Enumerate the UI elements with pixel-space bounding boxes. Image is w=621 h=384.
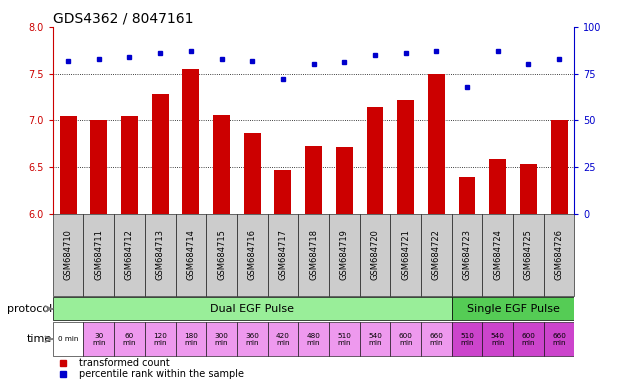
Bar <box>176 323 206 356</box>
Bar <box>428 74 445 214</box>
Bar <box>421 214 451 296</box>
Text: 420
min: 420 min <box>276 333 290 346</box>
Bar <box>206 214 237 296</box>
Text: percentile rank within the sample: percentile rank within the sample <box>79 369 244 379</box>
Bar <box>268 214 298 296</box>
Bar <box>213 115 230 214</box>
Text: GSM684726: GSM684726 <box>555 230 564 280</box>
Text: GSM684717: GSM684717 <box>278 230 288 280</box>
Text: GSM684715: GSM684715 <box>217 230 226 280</box>
Text: 30
min: 30 min <box>92 333 106 346</box>
Bar <box>489 159 506 214</box>
Text: 480
min: 480 min <box>307 333 320 346</box>
Text: GSM684722: GSM684722 <box>432 230 441 280</box>
Bar <box>451 297 574 320</box>
Bar <box>237 323 268 356</box>
Bar <box>451 323 483 356</box>
Text: 510
min: 510 min <box>460 333 474 346</box>
Text: 660
min: 660 min <box>552 333 566 346</box>
Text: GSM684712: GSM684712 <box>125 230 134 280</box>
Bar <box>237 214 268 296</box>
Text: GSM684718: GSM684718 <box>309 230 318 280</box>
Bar <box>274 170 291 214</box>
Text: 660
min: 660 min <box>429 333 443 346</box>
Bar <box>114 214 145 296</box>
Text: 360
min: 360 min <box>245 333 259 346</box>
Text: GSM684711: GSM684711 <box>94 230 103 280</box>
Bar <box>329 214 360 296</box>
Bar <box>152 94 169 214</box>
Text: GSM684721: GSM684721 <box>401 230 410 280</box>
Text: 180
min: 180 min <box>184 333 198 346</box>
Text: 510
min: 510 min <box>337 333 351 346</box>
Bar <box>53 297 451 320</box>
Bar <box>176 214 206 296</box>
Bar <box>145 323 176 356</box>
Bar <box>114 323 145 356</box>
Text: GSM684720: GSM684720 <box>371 230 379 280</box>
Text: GSM684716: GSM684716 <box>248 230 256 280</box>
Text: 120
min: 120 min <box>153 333 167 346</box>
Bar <box>83 214 114 296</box>
Bar <box>206 323 237 356</box>
Bar <box>451 214 483 296</box>
Text: Dual EGF Pulse: Dual EGF Pulse <box>211 304 294 314</box>
Text: time: time <box>27 334 52 344</box>
Text: protocol: protocol <box>7 304 52 314</box>
Bar <box>244 132 261 214</box>
Bar <box>53 323 83 356</box>
Bar <box>91 121 107 214</box>
Bar <box>544 323 574 356</box>
Text: transformed count: transformed count <box>79 358 170 368</box>
Bar <box>458 177 476 214</box>
Text: 600
min: 600 min <box>522 333 535 346</box>
Bar <box>513 214 544 296</box>
Text: GSM684723: GSM684723 <box>463 230 471 280</box>
Text: Single EGF Pulse: Single EGF Pulse <box>466 304 560 314</box>
Bar <box>60 116 76 214</box>
Text: 540
min: 540 min <box>491 333 505 346</box>
Bar <box>298 214 329 296</box>
Bar <box>520 164 537 214</box>
Text: 600
min: 600 min <box>399 333 412 346</box>
Bar <box>544 214 574 296</box>
Bar <box>145 214 176 296</box>
Text: 540
min: 540 min <box>368 333 382 346</box>
Bar <box>305 146 322 214</box>
Text: GDS4362 / 8047161: GDS4362 / 8047161 <box>53 12 193 26</box>
Text: GSM684713: GSM684713 <box>156 230 165 280</box>
Text: GSM684714: GSM684714 <box>186 230 196 280</box>
Bar <box>551 121 568 214</box>
Bar <box>397 100 414 214</box>
Bar <box>483 214 513 296</box>
Bar <box>53 214 83 296</box>
Text: GSM684724: GSM684724 <box>493 230 502 280</box>
Bar <box>483 323 513 356</box>
Bar <box>183 69 199 214</box>
Bar <box>121 116 138 214</box>
Text: GSM684719: GSM684719 <box>340 230 349 280</box>
Text: 300
min: 300 min <box>215 333 229 346</box>
Bar <box>360 323 391 356</box>
Text: 60
min: 60 min <box>123 333 136 346</box>
Bar <box>336 147 353 214</box>
Bar <box>391 214 421 296</box>
Bar <box>298 323 329 356</box>
Bar <box>360 214 391 296</box>
Bar <box>268 323 298 356</box>
Bar <box>421 323 451 356</box>
Bar <box>329 323 360 356</box>
Bar <box>366 108 383 214</box>
Bar <box>513 323 544 356</box>
Text: 0 min: 0 min <box>58 336 78 342</box>
Bar <box>83 323 114 356</box>
Text: GSM684725: GSM684725 <box>524 230 533 280</box>
Text: GSM684710: GSM684710 <box>63 230 73 280</box>
Bar <box>391 323 421 356</box>
